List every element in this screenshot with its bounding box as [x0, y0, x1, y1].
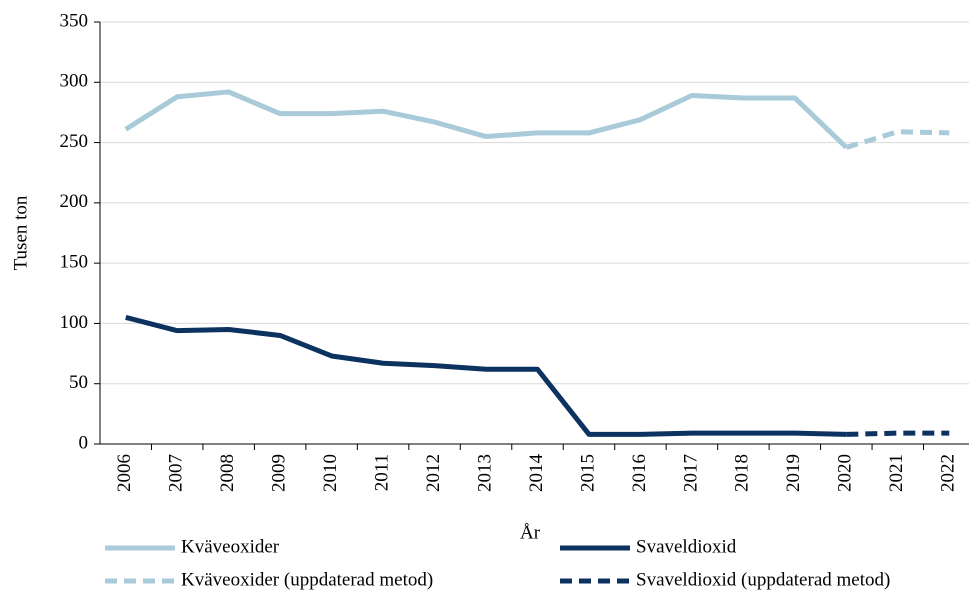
x-tick-label: 2018	[732, 454, 753, 492]
legend-label: Svaveldioxid (uppdaterad metod)	[636, 569, 890, 590]
x-tick-label: 2007	[166, 454, 187, 492]
legend-label: Kväveoxider	[181, 536, 280, 557]
y-tick-label: 250	[60, 131, 89, 152]
x-tick-label: 2006	[114, 454, 135, 492]
series-line	[846, 430, 950, 437]
x-tick-label: 2010	[320, 454, 341, 492]
y-tick-label: 200	[60, 191, 89, 212]
x-tick-label: 2013	[474, 454, 495, 492]
y-axis-title: Tusen ton	[10, 195, 31, 270]
y-tick-label: 50	[69, 372, 88, 393]
y-tick-label: 150	[60, 252, 89, 273]
x-tick-label: 2016	[629, 454, 650, 492]
legend-label: Svaveldioxid	[636, 536, 737, 557]
x-tick-label: 2017	[680, 454, 701, 492]
x-axis-title: År	[520, 522, 541, 543]
series-line	[845, 129, 950, 150]
series-line	[124, 89, 849, 150]
series-line	[125, 314, 847, 437]
x-tick-label: 2020	[835, 454, 856, 492]
x-tick-label: 2021	[886, 454, 907, 492]
x-tick-label: 2012	[423, 454, 444, 492]
x-tick-label: 2011	[371, 454, 392, 491]
x-tick-label: 2009	[269, 454, 290, 492]
x-tick-label: 2019	[783, 454, 804, 492]
y-tick-label: 350	[60, 10, 89, 31]
y-tick-label: 300	[60, 71, 89, 92]
y-tick-label: 100	[60, 312, 89, 333]
x-tick-label: 2022	[938, 454, 959, 492]
legend-label: Kväveoxider (uppdaterad metod)	[181, 569, 433, 590]
y-tick-label: 0	[79, 432, 89, 453]
x-tick-label: 2015	[577, 454, 598, 492]
x-tick-label: 2008	[217, 454, 238, 492]
x-tick-label: 2014	[526, 454, 547, 493]
